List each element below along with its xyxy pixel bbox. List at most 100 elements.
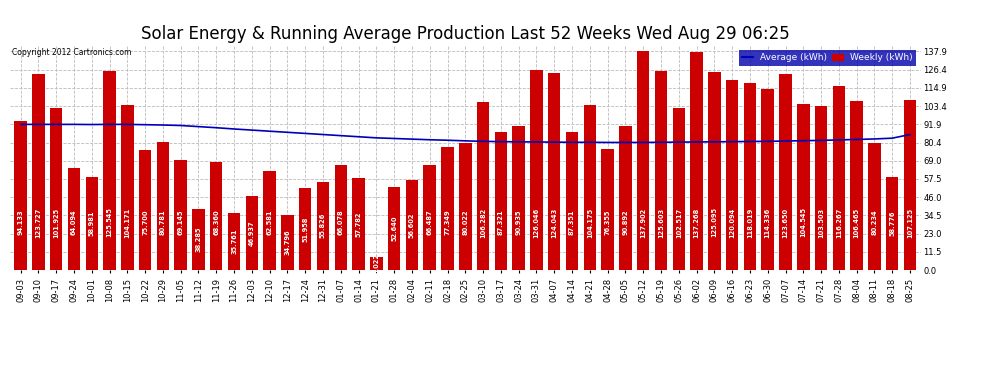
- Bar: [833, 86, 845, 270]
- Text: 58.776: 58.776: [889, 211, 895, 236]
- Bar: [281, 215, 294, 270]
- Bar: [619, 126, 632, 270]
- Text: 114.336: 114.336: [764, 207, 770, 238]
- Bar: [531, 70, 543, 270]
- Bar: [139, 150, 151, 270]
- Bar: [779, 74, 792, 270]
- Bar: [121, 105, 134, 270]
- Text: 80.781: 80.781: [160, 210, 166, 235]
- Bar: [850, 101, 863, 270]
- Text: 106.465: 106.465: [853, 207, 859, 237]
- Text: 90.935: 90.935: [516, 210, 522, 235]
- Title: Solar Energy & Running Average Production Last 52 Weeks Wed Aug 29 06:25: Solar Energy & Running Average Productio…: [141, 26, 790, 44]
- Bar: [442, 147, 453, 270]
- Bar: [156, 142, 169, 270]
- Text: 66.487: 66.487: [427, 210, 433, 235]
- Text: 87.351: 87.351: [569, 210, 575, 235]
- Text: 35.761: 35.761: [231, 229, 237, 254]
- Text: 87.321: 87.321: [498, 210, 504, 235]
- Bar: [601, 149, 614, 270]
- Text: 46.937: 46.937: [248, 220, 254, 246]
- Bar: [477, 102, 489, 270]
- Bar: [317, 182, 330, 270]
- Text: 34.796: 34.796: [284, 230, 290, 255]
- Bar: [654, 71, 667, 270]
- Text: 55.826: 55.826: [320, 213, 326, 238]
- Bar: [263, 171, 276, 270]
- Bar: [637, 51, 649, 270]
- Bar: [335, 165, 347, 270]
- Text: 68.360: 68.360: [213, 210, 219, 235]
- Bar: [815, 106, 828, 270]
- Text: Copyright 2012 Cartronics.com: Copyright 2012 Cartronics.com: [12, 48, 131, 57]
- Text: 75.700: 75.700: [143, 210, 148, 235]
- Bar: [406, 180, 418, 270]
- Bar: [583, 105, 596, 270]
- Bar: [67, 168, 80, 270]
- Bar: [192, 209, 205, 270]
- Bar: [14, 121, 27, 270]
- Bar: [246, 196, 258, 270]
- Text: 104.171: 104.171: [125, 207, 131, 238]
- Bar: [459, 143, 471, 270]
- Bar: [50, 108, 62, 270]
- Bar: [797, 104, 810, 270]
- Text: 101.925: 101.925: [53, 207, 59, 237]
- Text: 38.285: 38.285: [195, 227, 201, 252]
- Bar: [495, 132, 507, 270]
- Bar: [388, 187, 400, 270]
- Bar: [726, 80, 739, 270]
- Text: 90.892: 90.892: [623, 210, 629, 235]
- Text: 104.175: 104.175: [587, 207, 593, 237]
- Bar: [690, 53, 703, 270]
- Text: 66.078: 66.078: [338, 210, 344, 235]
- Text: 56.602: 56.602: [409, 212, 415, 238]
- Text: 8.022: 8.022: [373, 253, 379, 274]
- Text: 52.640: 52.640: [391, 216, 397, 241]
- Bar: [566, 132, 578, 270]
- Bar: [513, 126, 525, 270]
- Text: 104.545: 104.545: [800, 207, 806, 237]
- Bar: [85, 177, 98, 270]
- Text: 116.267: 116.267: [836, 207, 842, 238]
- Text: 69.145: 69.145: [177, 210, 184, 235]
- Text: 106.282: 106.282: [480, 207, 486, 238]
- Text: 107.125: 107.125: [907, 207, 913, 237]
- Text: 62.581: 62.581: [266, 210, 272, 235]
- Text: 103.503: 103.503: [818, 207, 824, 237]
- Text: 76.355: 76.355: [605, 210, 611, 235]
- Bar: [424, 165, 436, 270]
- Text: 51.958: 51.958: [302, 216, 308, 242]
- Bar: [174, 160, 187, 270]
- Bar: [103, 71, 116, 270]
- Text: 126.046: 126.046: [534, 207, 540, 238]
- Bar: [352, 178, 364, 270]
- Text: 123.727: 123.727: [36, 207, 42, 238]
- Text: 125.603: 125.603: [658, 207, 664, 237]
- Bar: [370, 257, 382, 270]
- Text: 123.650: 123.650: [782, 207, 788, 237]
- Legend: Average (kWh), Weekly (kWh): Average (kWh), Weekly (kWh): [739, 50, 916, 66]
- Text: 58.981: 58.981: [89, 210, 95, 236]
- Text: 137.902: 137.902: [641, 207, 646, 238]
- Bar: [708, 72, 721, 270]
- Text: 80.022: 80.022: [462, 210, 468, 235]
- Text: 137.268: 137.268: [694, 207, 700, 238]
- Bar: [672, 108, 685, 270]
- Text: 125.545: 125.545: [107, 207, 113, 237]
- Bar: [904, 100, 917, 270]
- Text: 57.782: 57.782: [355, 211, 361, 237]
- Bar: [210, 162, 223, 270]
- Text: 124.043: 124.043: [551, 207, 557, 238]
- Text: 102.517: 102.517: [676, 207, 682, 237]
- Bar: [761, 89, 774, 270]
- Bar: [886, 177, 899, 270]
- Bar: [743, 83, 756, 270]
- Text: 120.094: 120.094: [730, 207, 736, 238]
- Text: 118.019: 118.019: [746, 207, 753, 238]
- Bar: [299, 188, 312, 270]
- Bar: [868, 143, 881, 270]
- Bar: [32, 74, 45, 270]
- Text: 64.094: 64.094: [71, 210, 77, 235]
- Text: 94.133: 94.133: [18, 210, 24, 235]
